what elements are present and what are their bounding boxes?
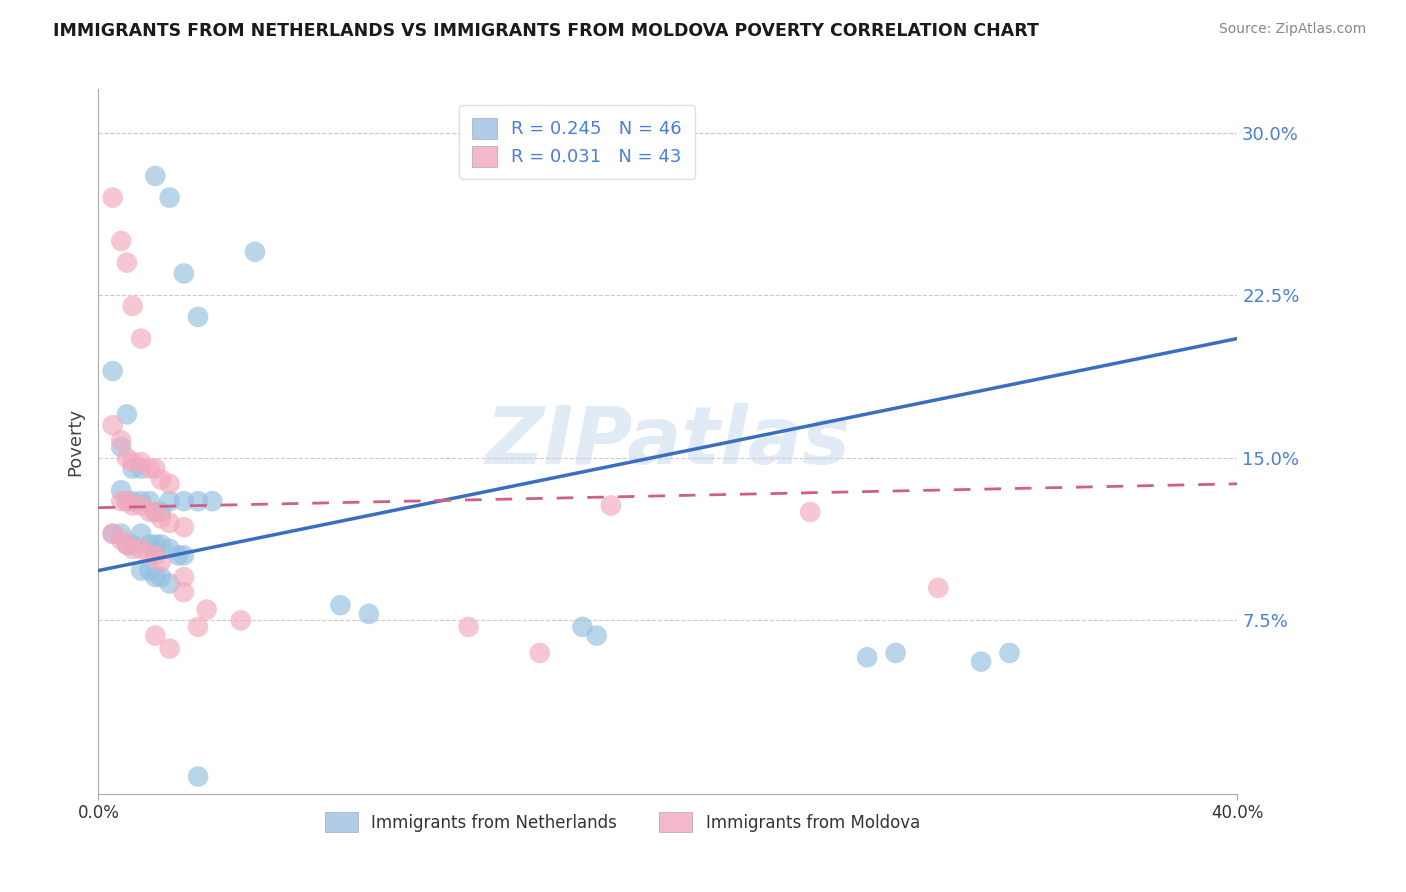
Point bbox=[138, 494, 160, 508]
Point bbox=[571, 620, 593, 634]
Point bbox=[187, 310, 209, 324]
Point bbox=[110, 234, 132, 248]
Point bbox=[150, 511, 173, 525]
Point bbox=[159, 191, 181, 205]
Point bbox=[150, 537, 173, 551]
Point bbox=[110, 533, 132, 548]
Point bbox=[357, 607, 380, 621]
Point bbox=[101, 418, 124, 433]
Point bbox=[121, 299, 143, 313]
Point bbox=[145, 169, 167, 183]
Point bbox=[927, 581, 949, 595]
Point bbox=[159, 576, 181, 591]
Point bbox=[145, 505, 167, 519]
Point bbox=[129, 455, 152, 469]
Point bbox=[159, 494, 181, 508]
Point bbox=[195, 602, 218, 616]
Point bbox=[121, 499, 143, 513]
Point bbox=[110, 526, 132, 541]
Point bbox=[799, 505, 821, 519]
Text: ZIPatlas: ZIPatlas bbox=[485, 402, 851, 481]
Point bbox=[121, 455, 143, 469]
Point bbox=[970, 655, 993, 669]
Point bbox=[173, 585, 195, 599]
Point bbox=[167, 549, 190, 563]
Point bbox=[187, 494, 209, 508]
Point bbox=[856, 650, 879, 665]
Point bbox=[129, 564, 152, 578]
Point bbox=[110, 483, 132, 498]
Point bbox=[129, 494, 152, 508]
Point bbox=[585, 629, 607, 643]
Point bbox=[145, 537, 167, 551]
Point bbox=[150, 473, 173, 487]
Point bbox=[138, 505, 160, 519]
Point bbox=[138, 537, 160, 551]
Point bbox=[121, 494, 143, 508]
Point bbox=[145, 570, 167, 584]
Point bbox=[115, 255, 138, 269]
Point bbox=[129, 461, 152, 475]
Point bbox=[187, 770, 209, 784]
Point bbox=[101, 364, 124, 378]
Point bbox=[129, 499, 152, 513]
Point bbox=[115, 537, 138, 551]
Point bbox=[110, 494, 132, 508]
Point bbox=[138, 461, 160, 475]
Point bbox=[159, 476, 181, 491]
Point bbox=[173, 570, 195, 584]
Point bbox=[173, 520, 195, 534]
Point bbox=[159, 641, 181, 656]
Point bbox=[121, 461, 143, 475]
Point bbox=[173, 549, 195, 563]
Y-axis label: Poverty: Poverty bbox=[66, 408, 84, 475]
Point bbox=[138, 564, 160, 578]
Point bbox=[600, 499, 623, 513]
Point bbox=[173, 494, 195, 508]
Point bbox=[150, 555, 173, 569]
Point bbox=[138, 549, 160, 563]
Point bbox=[173, 267, 195, 281]
Point bbox=[121, 537, 143, 551]
Point bbox=[129, 541, 152, 556]
Point bbox=[115, 537, 138, 551]
Point bbox=[115, 494, 138, 508]
Point bbox=[115, 450, 138, 465]
Point bbox=[998, 646, 1021, 660]
Point bbox=[145, 549, 167, 563]
Point bbox=[150, 570, 173, 584]
Legend: Immigrants from Netherlands, Immigrants from Moldova: Immigrants from Netherlands, Immigrants … bbox=[318, 805, 927, 838]
Point bbox=[159, 541, 181, 556]
Point bbox=[187, 620, 209, 634]
Point bbox=[329, 599, 352, 613]
Point bbox=[115, 494, 138, 508]
Point bbox=[145, 505, 167, 519]
Point bbox=[145, 461, 167, 475]
Point bbox=[243, 244, 266, 259]
Point bbox=[529, 646, 551, 660]
Point bbox=[201, 494, 224, 508]
Point bbox=[101, 526, 124, 541]
Point bbox=[129, 526, 152, 541]
Point bbox=[150, 505, 173, 519]
Text: Source: ZipAtlas.com: Source: ZipAtlas.com bbox=[1219, 22, 1367, 37]
Point bbox=[884, 646, 907, 660]
Point bbox=[457, 620, 479, 634]
Point bbox=[101, 526, 124, 541]
Point bbox=[159, 516, 181, 530]
Point bbox=[110, 440, 132, 454]
Point bbox=[121, 541, 143, 556]
Point bbox=[101, 191, 124, 205]
Text: IMMIGRANTS FROM NETHERLANDS VS IMMIGRANTS FROM MOLDOVA POVERTY CORRELATION CHART: IMMIGRANTS FROM NETHERLANDS VS IMMIGRANT… bbox=[53, 22, 1039, 40]
Point bbox=[145, 629, 167, 643]
Point bbox=[129, 332, 152, 346]
Point bbox=[110, 434, 132, 448]
Point bbox=[229, 614, 252, 628]
Point bbox=[115, 408, 138, 422]
